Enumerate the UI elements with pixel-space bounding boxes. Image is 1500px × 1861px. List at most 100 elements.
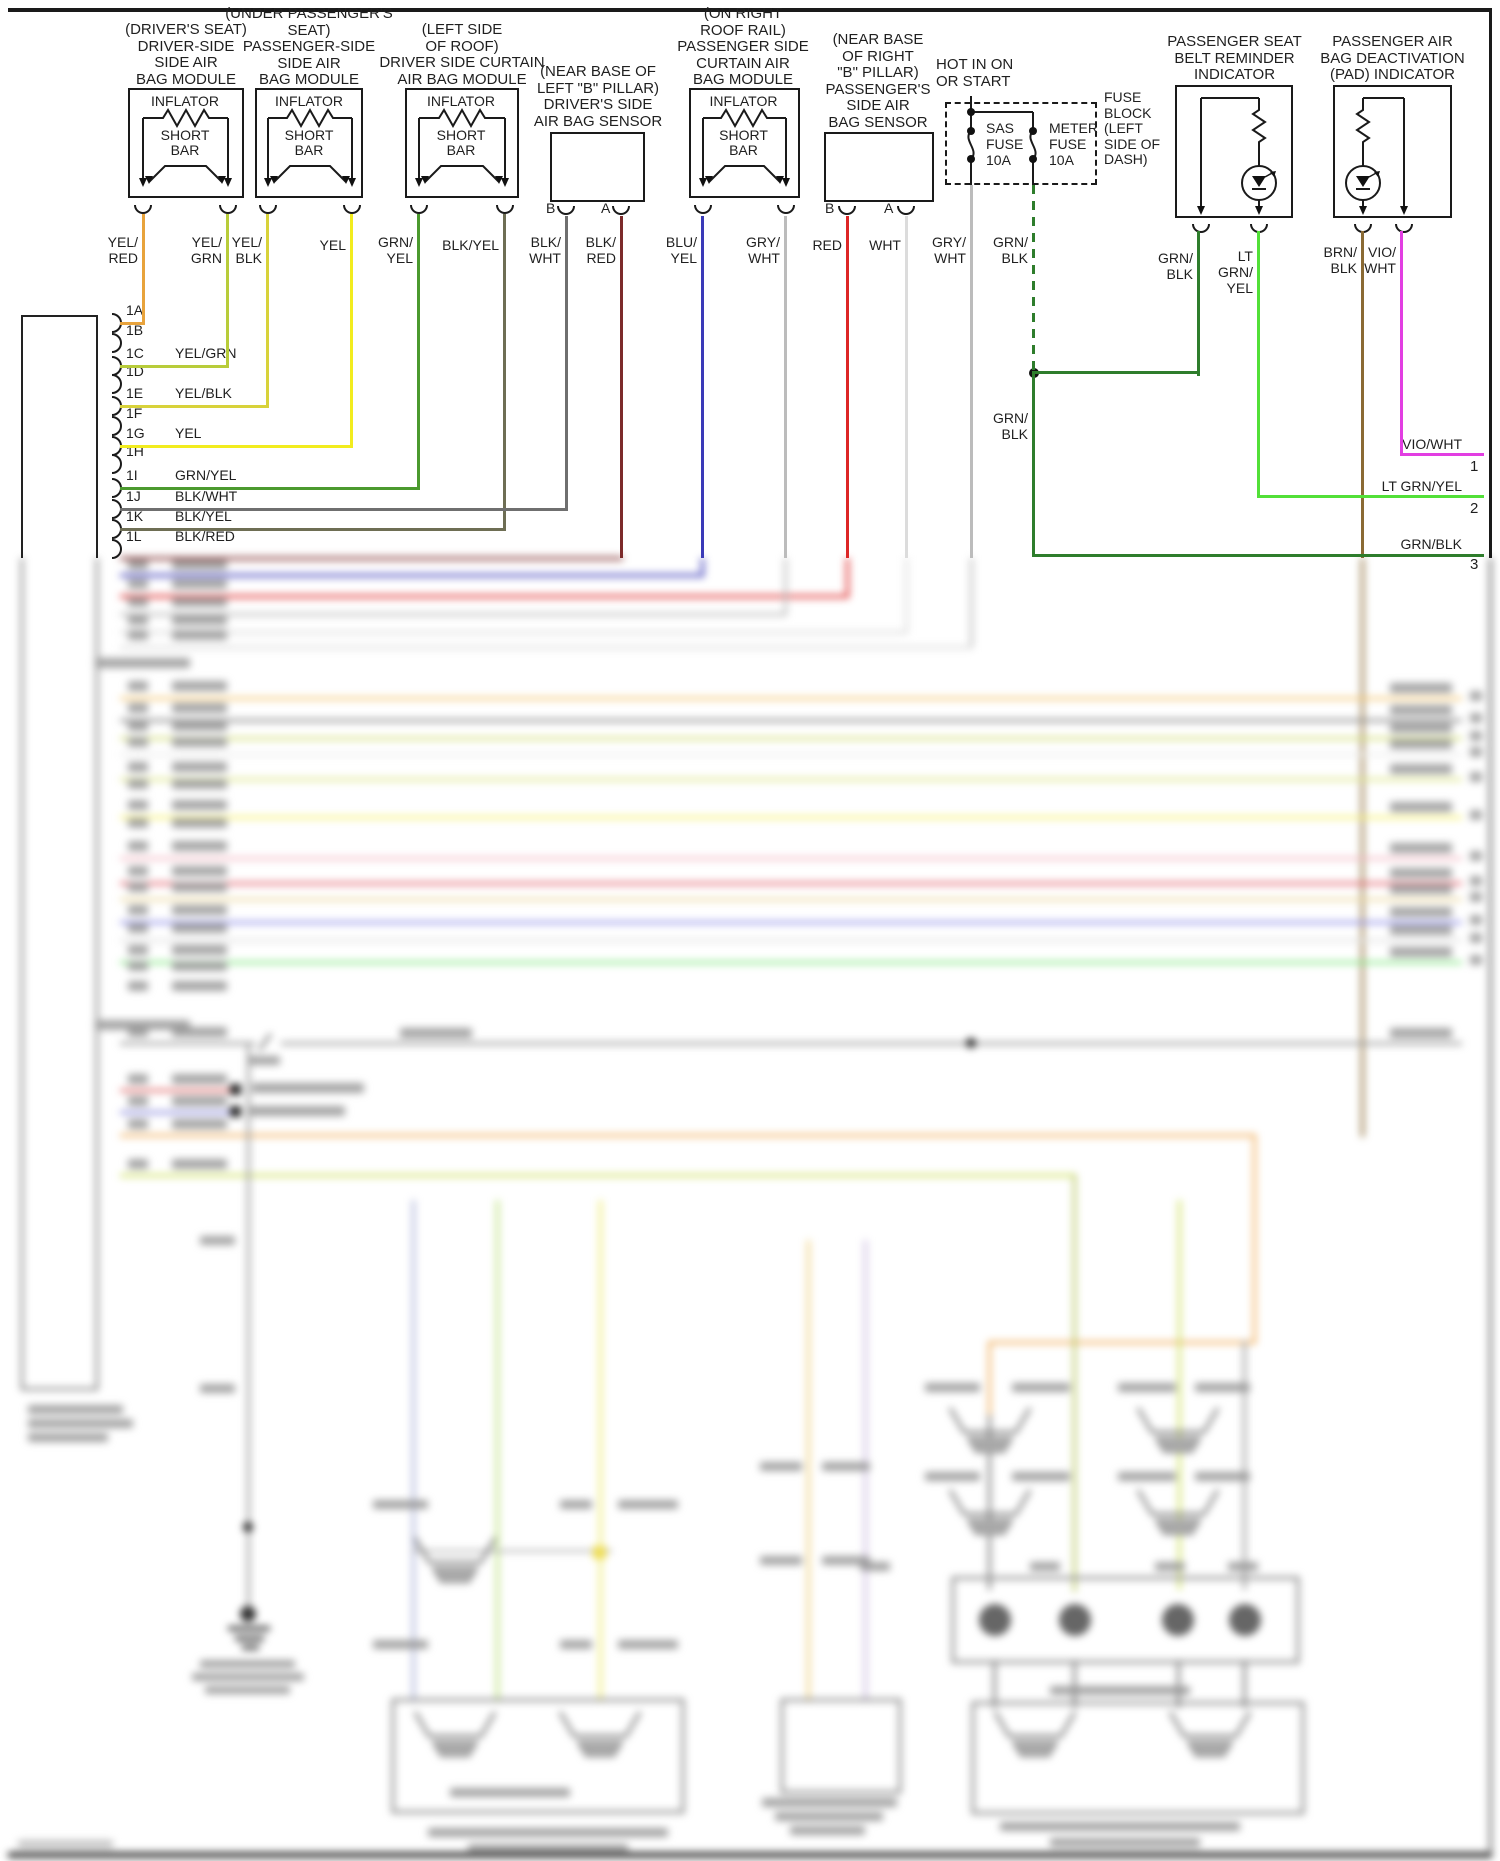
- wire-yel-3: [350, 214, 353, 448]
- blurred-sensor-tail-0: [993, 1660, 996, 1708]
- wire-label-gry_wht: GRY/ WHT: [746, 234, 780, 266]
- blurred-shape: [558, 1711, 642, 1738]
- blurred-caption-0: [428, 1828, 668, 1837]
- blurred-pin-id-9: [128, 762, 148, 772]
- blurred-pin-id-3: [128, 615, 148, 625]
- blurred-pin-label-22: [172, 1074, 227, 1084]
- blurred-terminal-sq-2: [230, 1106, 241, 1117]
- blurred-shape: [971, 1701, 1305, 1815]
- blurred-caption-12: [1195, 1383, 1250, 1392]
- blurred-ground-label-0: [200, 1660, 295, 1668]
- blurred-caption-11: [1118, 1383, 1176, 1392]
- blurred-bus-row-5: [120, 816, 1462, 819]
- short-bar-label-2: SHORT BAR: [284, 127, 334, 158]
- blurred-link-h: [412, 1550, 612, 1552]
- inflator-label-4: INFLATOR: [709, 93, 778, 109]
- blurred-row-yelgrn: [120, 1174, 1076, 1177]
- blurred-pin-label-25: [172, 1159, 227, 1169]
- blurred-bus-row-1: [120, 719, 1462, 722]
- blurred-bus-label-right-4: [1390, 764, 1452, 774]
- blurred-pin-id-15: [128, 882, 148, 892]
- driver-seat-module-box: [128, 88, 244, 198]
- blurred-pin-label-10: [172, 779, 227, 789]
- blurred-pin-id-17: [128, 923, 148, 933]
- blurred-shape: [1154, 1519, 1202, 1535]
- output-3-number: 3: [1470, 556, 1479, 573]
- connector-pin-label-10: BLK/YEL: [175, 508, 232, 524]
- driver-sensor-pin-a: A: [601, 200, 611, 216]
- blurred-sas-box-left: [21, 558, 23, 1390]
- blurred-pin-label-4: [172, 630, 227, 640]
- blurred-shape: [948, 1489, 1032, 1516]
- wire-label-gry_wht-2: GRY/ WHT: [932, 234, 966, 266]
- blurred-caption-18: [1030, 1562, 1060, 1571]
- wire-grn-blk-dashed: [1032, 185, 1035, 375]
- blurred-shape: [966, 1437, 1014, 1453]
- wire-yel_grn-19: [120, 365, 229, 368]
- blurred-shape: [576, 1741, 624, 1757]
- blurred-pin-label-16: [172, 905, 227, 915]
- wire-label-blk_wht: BLK/ WHT: [529, 234, 561, 266]
- wire-yel_blk-20: [120, 405, 269, 408]
- blurred-bus-row-8: [120, 898, 1462, 901]
- blurred-caption-7: [450, 1788, 570, 1797]
- output-2-label: LT GRN/YEL: [1381, 478, 1462, 494]
- blurred-wire-wht-10: [120, 646, 973, 649]
- wire-grn_blk-14: [1197, 231, 1200, 376]
- connector-pin-label-6: YEL: [175, 425, 202, 441]
- blurred-caption-3: [775, 1812, 883, 1821]
- blurred-caption-19: [1155, 1562, 1185, 1571]
- blurred-pin-label-14: [172, 866, 227, 876]
- blurred-drop-paleyellow: [807, 1240, 810, 1702]
- blurred-row-blue-short: [120, 1111, 233, 1114]
- blurred-bus-number-11: [1470, 955, 1482, 965]
- wire-vio_wht-17: [1400, 231, 1403, 456]
- wire-grn_yel-22: [120, 487, 420, 490]
- sas-box-top: [21, 315, 98, 317]
- blurred-ground-bar-1: [235, 1636, 264, 1641]
- blurred-ground-bar-0: [228, 1626, 270, 1631]
- blurred-pin-id-18: [128, 945, 148, 955]
- blurred-pin-label-18: [172, 945, 227, 955]
- blurred-wire-blu_yel-1: [701, 558, 704, 576]
- blurred-drop-green: [496, 1200, 499, 1702]
- blurred-ground-splice: [243, 1522, 253, 1532]
- blurred-wire-wht-7: [905, 558, 908, 633]
- blurred-caption-21: [373, 1500, 428, 1509]
- seat-belt-indicator-caption: PASSENGER SEAT BELT REMINDER INDICATOR: [1167, 33, 1302, 83]
- wire-blk_wht-6: [565, 216, 568, 511]
- blurred-wire-gry_wht-9: [970, 558, 973, 648]
- blurred-pin-id-24: [128, 1119, 148, 1129]
- inflator-label-1: INFLATOR: [151, 93, 219, 109]
- blurred-shape: [780, 1698, 902, 1794]
- blurred-bus-label-right-2: [1390, 723, 1452, 733]
- wire-grn_yel-4: [417, 214, 420, 490]
- blurred-pin-id-8: [128, 737, 148, 747]
- wire-lt_grn_yel-15: [1257, 231, 1260, 498]
- wire-red-10: [846, 216, 849, 558]
- blurred-pin-id-22: [128, 1074, 148, 1084]
- blurred-bus-number-0: [1470, 691, 1482, 701]
- blurred-caption-25: [560, 1640, 592, 1649]
- meter-fuse-label: METER FUSE 10A: [1049, 120, 1098, 168]
- passenger-sensor-pin-b: B: [825, 200, 835, 216]
- blurred-wire-blu_yel-2: [120, 574, 704, 577]
- blurred-caption-13: [925, 1472, 980, 1481]
- connector-pin-label-11: BLK/RED: [175, 528, 235, 544]
- blurred-wire-gry_wht-5: [784, 558, 787, 615]
- blurred-bus-number-1: [1470, 713, 1482, 723]
- blurred-yelgrn-v: [1073, 1174, 1076, 1592]
- wire-label-lt_grn_yel: LT GRN/ YEL: [1218, 248, 1253, 296]
- wire-yel-21: [120, 445, 353, 448]
- blurred-shape: [1154, 1437, 1202, 1453]
- blurred-wire-brn_blk-11: [1361, 558, 1364, 1137]
- short-bar-label-4: SHORT BAR: [719, 127, 768, 158]
- blurred-pin-label-15: [172, 882, 227, 892]
- blurred-orange-v1: [1253, 1134, 1256, 1343]
- blurred-blk-drop: [247, 1042, 250, 1614]
- wire-blk_wht-24: [120, 508, 568, 511]
- blurred-caption-16: [1195, 1472, 1250, 1481]
- blurred-bus-label-right-11: [1390, 947, 1452, 957]
- blurred-pin-id-21: [128, 1027, 148, 1037]
- blurred-sas-box-right: [96, 558, 98, 1390]
